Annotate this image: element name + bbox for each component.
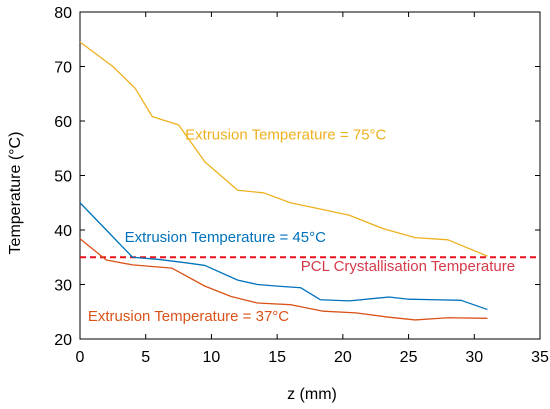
y-tick-label: 70 [54,60,72,77]
x-axis-label: z (mm) [287,386,337,403]
series-group [79,41,488,321]
y-tick-label: 50 [54,169,72,186]
annotation-label-2: Extrusion Temperature = 37°C [88,308,289,325]
y-tick-label: 60 [54,114,72,131]
x-tick-label: 0 [76,349,85,366]
y-tick-label: 30 [54,278,72,295]
x-tick-label: 10 [203,349,221,366]
x-tick-label: 15 [268,349,286,366]
x-tick-label: 5 [141,349,150,366]
y-tick-label: 20 [54,332,72,349]
x-tick-label: 20 [334,349,352,366]
tick-labels: 0 5 10 15 20 25 30 35 20 30 40 50 60 70 80 [54,5,549,366]
series-line-1 [79,202,488,311]
series-line-0 [79,41,488,257]
x-tick-label: 35 [531,349,549,366]
y-axis-label: Temperature (°C) [7,132,24,255]
x-tick-label: 25 [400,349,418,366]
axes [79,11,541,340]
x-tick-label: 30 [465,349,483,366]
y-tick-label: 40 [54,223,72,240]
annotation-label-1: Extrusion Temperature = 45°C [125,229,326,246]
plot-frame [79,11,541,340]
annotation-label-0: Extrusion Temperature = 75°C [185,127,386,144]
y-tick-label: 80 [54,5,72,22]
series-line-2 [79,238,488,321]
annotation-label-3: PCL Crystallisation Temperature [301,258,515,275]
annotations: Extrusion Temperature = 75°C Extrusion Te… [88,127,515,325]
